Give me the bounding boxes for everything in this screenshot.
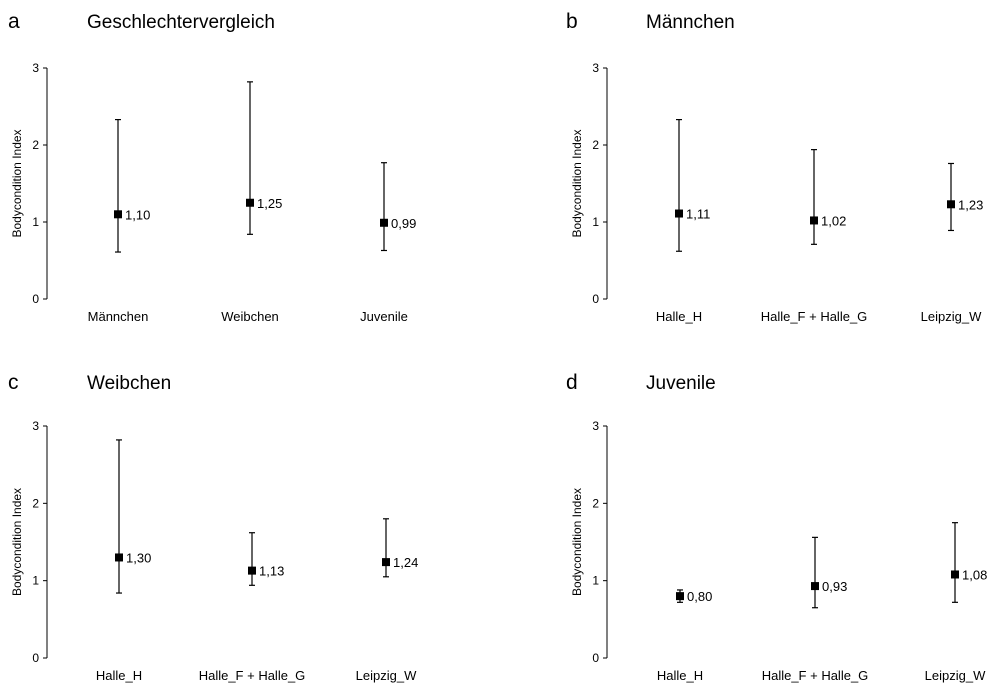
- data-label: 0,80: [687, 589, 712, 604]
- y-tick-label: 2: [32, 138, 39, 152]
- data-point: [382, 558, 390, 567]
- data-point: [380, 218, 388, 227]
- panel-title: Weibchen: [87, 373, 171, 394]
- y-axis-label: Bodycondition Index: [10, 129, 24, 237]
- y-tick-label: 1: [32, 574, 39, 588]
- data-label: 1,23: [958, 197, 983, 212]
- data-label: 1,25: [257, 196, 282, 211]
- y-tick-label: 2: [592, 496, 599, 510]
- data-label: 0,99: [391, 216, 416, 231]
- y-tick-label: 1: [592, 574, 599, 588]
- y-tick-label: 3: [32, 419, 39, 433]
- category-label: Leipzig_W: [921, 309, 982, 324]
- y-tick-label: 3: [32, 61, 39, 75]
- panel-title: Juvenile: [646, 373, 716, 394]
- panel-title: Geschlechtervergleich: [87, 12, 275, 33]
- category-label: Halle_H: [656, 309, 702, 324]
- category-label: Halle_F + Halle_G: [199, 668, 306, 683]
- category-label: Halle_F + Halle_G: [761, 309, 868, 324]
- y-tick-label: 3: [592, 419, 599, 433]
- data-point: [676, 592, 684, 601]
- panel-a: a Geschlechtervergleich Bodycondition Inde…: [8, 10, 416, 324]
- data-point: [115, 553, 123, 562]
- data-label: 1,30: [126, 550, 151, 565]
- data-point: [810, 216, 818, 225]
- data-point: [675, 209, 683, 218]
- panel-letter: a: [8, 10, 20, 33]
- y-axis-label: Bodycondition Index: [570, 129, 584, 237]
- data-point: [811, 582, 819, 591]
- data-label: 1,10: [125, 207, 150, 222]
- data-point: [248, 566, 256, 575]
- data-label: 1,13: [259, 564, 284, 579]
- data-label: 1,02: [821, 213, 846, 228]
- y-tick-label: 0: [592, 292, 599, 306]
- data-label: 1,24: [393, 555, 418, 570]
- data-label: 1,11: [686, 207, 710, 222]
- y-tick-label: 3: [592, 61, 599, 75]
- y-tick-label: 2: [32, 496, 39, 510]
- category-label: Leipzig_W: [356, 668, 417, 683]
- category-label: Leipzig_W: [925, 668, 986, 683]
- panel-c: c Weibchen Bodycondition Index 0 1 2 3 Halle_H H…: [8, 371, 418, 683]
- panel-d: d Juvenile Bodycondition Index 0 1 2 3 Halle_H H…: [566, 371, 987, 683]
- category-label: Weibchen: [221, 309, 279, 324]
- y-tick-label: 0: [32, 651, 39, 665]
- category-label: Halle_F + Halle_G: [762, 668, 869, 683]
- y-tick-label: 0: [592, 651, 599, 665]
- data-label: 0,93: [822, 579, 847, 594]
- y-tick-label: 2: [592, 138, 599, 152]
- category-label: Juvenile: [360, 309, 408, 324]
- panel-title: Männchen: [646, 12, 735, 33]
- panel-letter: c: [8, 371, 19, 394]
- panel-letter: d: [566, 371, 578, 394]
- data-point: [947, 200, 955, 209]
- data-point: [114, 210, 122, 219]
- data-label: 1,08: [962, 567, 987, 582]
- panel-b: b Männchen Bodycondition Index 0 1 2 3 Halle_H H…: [566, 10, 983, 324]
- category-label: Männchen: [88, 309, 149, 324]
- data-point: [246, 198, 254, 207]
- data-point: [951, 570, 959, 579]
- category-label: Halle_H: [96, 668, 142, 683]
- panel-letter: b: [566, 10, 578, 33]
- y-tick-label: 1: [32, 215, 39, 229]
- y-axis-label: Bodycondition Index: [570, 488, 584, 596]
- y-tick-label: 0: [32, 292, 39, 306]
- category-label: Halle_H: [657, 668, 703, 683]
- y-tick-label: 1: [592, 215, 599, 229]
- y-axis-label: Bodycondition Index: [10, 488, 24, 596]
